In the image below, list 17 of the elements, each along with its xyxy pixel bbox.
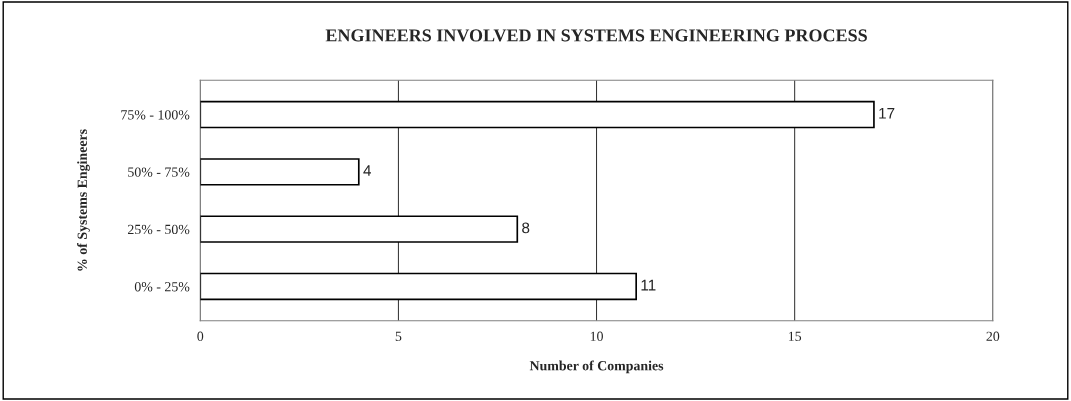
x-tick-label: 5 bbox=[395, 331, 402, 341]
chart-title: ENGINEERS INVOLVED IN SYSTEMS ENGINEERING PROCESS bbox=[325, 29, 867, 42]
x-tick-label: 0 bbox=[197, 331, 204, 341]
y-tick-label: 75% - 100% bbox=[121, 110, 190, 120]
x-tick-label: 20 bbox=[986, 331, 1000, 341]
y-axis-title: % of Systems Engineers bbox=[77, 129, 90, 271]
x-tick-label: 10 bbox=[590, 331, 603, 341]
y-tick-label: 50% - 75% bbox=[128, 167, 190, 177]
bar bbox=[200, 158, 360, 186]
y-tick-label: 0% - 25% bbox=[134, 282, 190, 292]
data-label: 11 bbox=[641, 279, 656, 291]
data-label: 8 bbox=[522, 222, 530, 234]
x-axis-title: Number of Companies bbox=[529, 360, 664, 374]
data-label: 4 bbox=[363, 165, 371, 176]
data-label: 17 bbox=[879, 108, 895, 119]
y-tick-label: 25% - 50% bbox=[127, 224, 190, 235]
x-tick-label: 15 bbox=[788, 331, 802, 341]
